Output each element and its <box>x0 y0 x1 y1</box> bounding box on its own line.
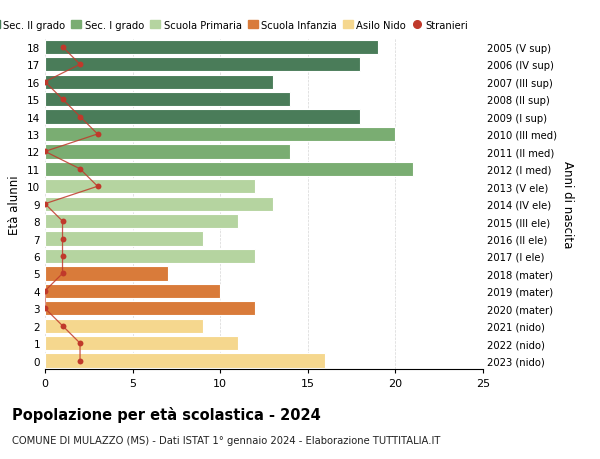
Bar <box>45 232 203 246</box>
Point <box>93 131 103 138</box>
Point <box>40 201 50 208</box>
Y-axis label: Anni di nascita: Anni di nascita <box>561 161 574 248</box>
Bar <box>45 128 395 142</box>
Bar <box>45 180 255 194</box>
Point <box>58 96 67 104</box>
Point <box>58 253 67 260</box>
Bar <box>45 354 325 368</box>
Point <box>75 114 85 121</box>
Point <box>58 44 67 51</box>
Bar <box>45 197 273 212</box>
Point <box>75 357 85 364</box>
Point <box>58 322 67 330</box>
Point <box>58 270 67 278</box>
Bar <box>45 110 361 124</box>
Point <box>93 183 103 190</box>
Bar <box>45 58 361 72</box>
Bar <box>45 214 238 229</box>
Point <box>75 340 85 347</box>
Point <box>58 235 67 243</box>
Bar <box>45 319 203 333</box>
Point <box>58 218 67 225</box>
Point <box>40 287 50 295</box>
Bar <box>45 75 273 90</box>
Point <box>40 148 50 156</box>
Point <box>40 79 50 86</box>
Point <box>75 166 85 173</box>
Bar <box>45 162 413 177</box>
Bar <box>45 93 290 107</box>
Point <box>40 305 50 312</box>
Legend: Sec. II grado, Sec. I grado, Scuola Primaria, Scuola Infanzia, Asilo Nido, Stran: Sec. II grado, Sec. I grado, Scuola Prim… <box>0 21 468 31</box>
Bar <box>45 40 378 55</box>
Bar <box>45 302 255 316</box>
Bar <box>45 336 238 351</box>
Text: COMUNE DI MULAZZO (MS) - Dati ISTAT 1° gennaio 2024 - Elaborazione TUTTITALIA.IT: COMUNE DI MULAZZO (MS) - Dati ISTAT 1° g… <box>12 435 440 445</box>
Bar <box>45 284 220 298</box>
Bar <box>45 249 255 263</box>
Text: Popolazione per età scolastica - 2024: Popolazione per età scolastica - 2024 <box>12 406 321 422</box>
Bar <box>45 267 167 281</box>
Point <box>75 62 85 69</box>
Bar <box>45 145 290 159</box>
Y-axis label: Età alunni: Età alunni <box>8 174 22 234</box>
